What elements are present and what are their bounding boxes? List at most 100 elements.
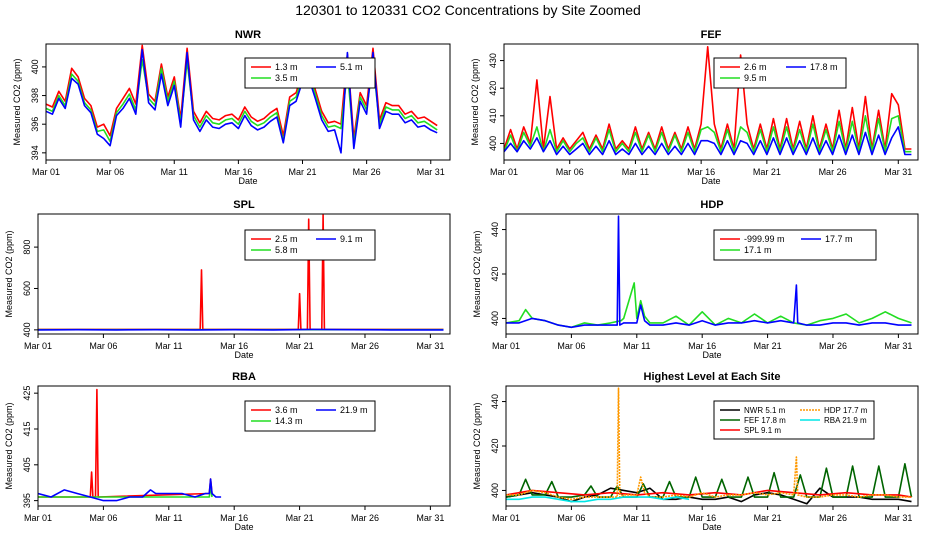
series-line xyxy=(38,214,444,331)
series-line xyxy=(38,388,213,498)
legend: 3.6 m14.3 m 21.9 m xyxy=(244,400,376,432)
legend-label: 17.8 m xyxy=(810,62,838,72)
x-tick-label: Mar 31 xyxy=(884,341,912,351)
legend: 2.5 m5.8 m 9.1 m xyxy=(244,229,376,261)
chart-title: SPL xyxy=(233,199,255,211)
y-tick-label: 394 xyxy=(30,145,40,160)
x-tick-label: Mar 21 xyxy=(754,513,782,523)
legend-box xyxy=(244,57,376,89)
series-line xyxy=(504,115,912,153)
chart-title: Highest Level at Each Site xyxy=(644,371,781,383)
legend-label: NWR 5.1 m xyxy=(744,406,786,415)
chart-fef: FEF Mar 01 Mar 06 Mar 11 Mar 16 Mar 21 Mar 26 M… xyxy=(470,29,919,186)
y-tick-label: 800 xyxy=(22,240,32,255)
y-tick-label: 440 xyxy=(490,394,500,409)
chart-title: HDP xyxy=(700,199,723,211)
x-axis-label: Date xyxy=(702,522,721,532)
x-tick-label: Mar 11 xyxy=(161,167,188,177)
y-tick-label: 400 xyxy=(490,311,500,326)
y-axis-label: Measured CO2 (ppm) xyxy=(4,402,14,489)
legend-box xyxy=(713,229,877,261)
y-tick-label: 430 xyxy=(488,53,498,68)
legend-box xyxy=(713,57,847,89)
x-tick-label: Mar 16 xyxy=(220,513,248,523)
x-tick-label: Mar 16 xyxy=(687,167,715,177)
chart-spl: SPL Mar 01 Mar 06 Mar 11 Mar 16 Mar 21 Mar 26 M… xyxy=(4,199,451,360)
x-tick-label: Mar 26 xyxy=(819,167,847,177)
y-tick-label: 400 xyxy=(30,59,40,74)
chart-rba: RBA Mar 01 Mar 06 Mar 11 Mar 16 Mar 21 Mar 26 M… xyxy=(4,371,451,532)
series-group xyxy=(46,44,438,154)
series-line xyxy=(504,45,912,150)
series-line xyxy=(38,328,444,331)
x-tick-label: Mar 21 xyxy=(286,513,314,523)
chart-title: NWR xyxy=(235,29,261,41)
legend: -999.99 m17.1 m 17.7 m xyxy=(713,229,877,261)
x-tick-label: Mar 06 xyxy=(89,513,117,523)
y-tick-label: 396 xyxy=(30,117,40,132)
x-tick-label: Mar 11 xyxy=(623,341,650,351)
series-group xyxy=(506,387,913,505)
x-tick-label: Mar 01 xyxy=(32,167,60,177)
y-axis-label: Measured CO2 (ppm) xyxy=(472,402,482,489)
main-title: 120301 to 120331 CO2 Concentrations by S… xyxy=(295,2,641,18)
x-tick-label: Mar 31 xyxy=(884,513,912,523)
chart-nwr: NWR Mar 01 Mar 06 Mar 11 Mar 16 Mar 21 Mar 26 M… xyxy=(12,29,451,186)
x-tick-label: Mar 26 xyxy=(819,341,847,351)
legend-label: SPL 9.1 m xyxy=(744,426,781,435)
y-axis-label: Measured CO2 (ppm) xyxy=(470,58,480,145)
legend-label: HDP 17.7 m xyxy=(824,406,868,415)
series-line xyxy=(506,282,912,329)
series-line xyxy=(506,387,912,501)
x-tick-label: Mar 16 xyxy=(220,341,248,351)
series-group xyxy=(506,215,912,329)
y-tick-label: 400 xyxy=(488,136,498,151)
y-tick-label: 420 xyxy=(490,266,500,281)
y-tick-label: 425 xyxy=(22,386,32,401)
y-tick-label: 400 xyxy=(22,322,32,337)
legend-label: 3.5 m xyxy=(275,73,298,83)
series-group xyxy=(38,214,444,331)
plot-frame xyxy=(37,213,451,335)
x-tick-label: Mar 21 xyxy=(286,341,314,351)
legend-label: 9.1 m xyxy=(340,234,363,244)
legend-label: RBA 21.9 m xyxy=(824,416,867,425)
legend-label: 14.3 m xyxy=(275,416,303,426)
x-tick-label: Mar 01 xyxy=(490,167,518,177)
legend-label: 17.1 m xyxy=(744,245,772,255)
y-tick-label: 420 xyxy=(488,81,498,96)
legend: 2.6 m9.5 m 17.8 m xyxy=(713,57,847,89)
x-tick-label: Mar 06 xyxy=(89,341,117,351)
x-tick-label: Mar 16 xyxy=(688,513,716,523)
x-tick-label: Mar 26 xyxy=(351,513,379,523)
legend-label: 3.6 m xyxy=(275,405,298,415)
x-axis-label: Date xyxy=(702,350,721,360)
x-tick-label: Mar 06 xyxy=(96,167,124,177)
x-tick-label: Mar 11 xyxy=(622,167,649,177)
x-tick-label: Mar 01 xyxy=(492,513,520,523)
series-line xyxy=(506,215,912,329)
plot-frame xyxy=(37,385,451,507)
x-axis-label: Date xyxy=(234,350,253,360)
chart-title: FEF xyxy=(701,29,722,41)
series-group xyxy=(504,45,912,156)
x-tick-label: Mar 11 xyxy=(623,513,650,523)
series-line xyxy=(506,462,913,498)
x-tick-label: Mar 26 xyxy=(819,513,847,523)
x-axis-label: Date xyxy=(234,522,253,532)
chart-title: RBA xyxy=(232,371,256,383)
x-tick-label: Mar 06 xyxy=(557,513,585,523)
legend-label: 2.5 m xyxy=(275,234,298,244)
x-tick-label: Mar 01 xyxy=(492,341,520,351)
y-tick-label: 415 xyxy=(22,421,32,436)
x-tick-label: Mar 31 xyxy=(417,167,445,177)
y-tick-label: 400 xyxy=(490,483,500,498)
x-tick-label: Mar 06 xyxy=(556,167,584,177)
series-line xyxy=(38,478,222,502)
x-axis-label: Date xyxy=(701,176,720,186)
series-group xyxy=(38,388,222,502)
y-tick-label: 395 xyxy=(22,493,32,508)
legend-label: FEF 17.8 m xyxy=(744,416,786,425)
y-tick-label: 600 xyxy=(22,281,32,296)
